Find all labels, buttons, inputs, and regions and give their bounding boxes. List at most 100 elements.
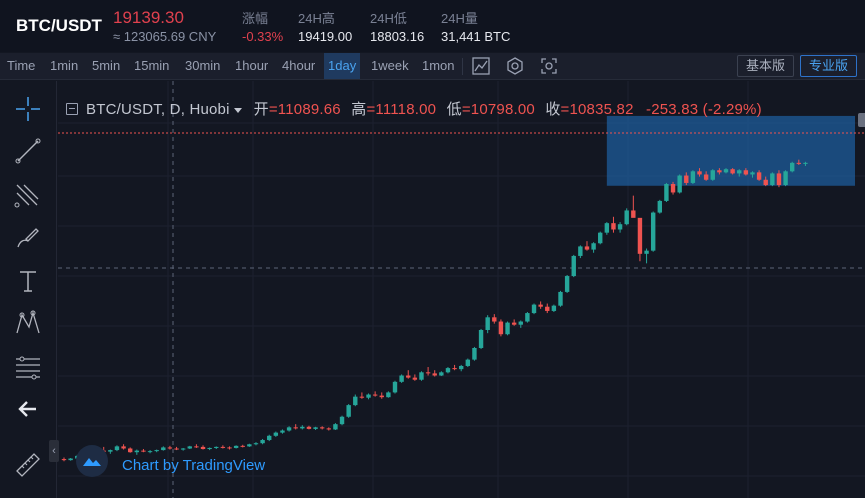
candle-body[interactable] (445, 368, 451, 373)
candle-body[interactable] (128, 448, 133, 453)
candlestick-chart[interactable] (58, 81, 865, 498)
candle-body[interactable] (611, 223, 616, 230)
candle-body[interactable] (776, 173, 782, 186)
candle-body[interactable] (551, 305, 557, 311)
candle-body[interactable] (306, 426, 312, 429)
candle-body[interactable] (200, 446, 206, 450)
candle-body[interactable] (511, 322, 517, 325)
candle-body[interactable] (432, 373, 437, 376)
candle-body[interactable] (525, 313, 530, 322)
candle-body[interactable] (750, 172, 755, 175)
candle-body[interactable] (492, 317, 497, 322)
basic-version-button[interactable]: 基本版 (737, 55, 795, 77)
candle-body[interactable] (452, 368, 457, 370)
candle-body[interactable] (386, 392, 391, 398)
candle-body[interactable] (167, 447, 173, 449)
tf-1week[interactable]: 1week (371, 58, 409, 73)
candle-body[interactable] (240, 445, 245, 447)
candle-body[interactable] (545, 306, 550, 311)
candle-body[interactable] (247, 444, 252, 447)
tradingview-logo-icon[interactable] (76, 445, 108, 477)
candle-body[interactable] (114, 446, 120, 451)
candle-body[interactable] (339, 416, 345, 425)
back-arrow-icon[interactable] (12, 393, 44, 425)
candle-body[interactable] (207, 447, 212, 450)
selection-box[interactable] (606, 115, 855, 186)
scroll-handle[interactable] (858, 113, 865, 127)
text-tool-icon[interactable] (12, 265, 44, 297)
candle-body[interactable] (717, 170, 722, 173)
pro-version-button[interactable]: 专业版 (800, 55, 858, 77)
tf-1mon[interactable]: 1mon (422, 58, 455, 73)
candle-body[interactable] (406, 375, 411, 378)
candle-body[interactable] (353, 396, 358, 406)
candle-body[interactable] (379, 395, 384, 398)
candle-body[interactable] (425, 372, 431, 374)
candle-body[interactable] (372, 394, 378, 396)
chart-type-icon[interactable] (470, 55, 492, 77)
legend-title[interactable]: BTC/USDT, D, Huobi (86, 101, 230, 118)
candle-body[interactable] (187, 446, 192, 449)
candle-body[interactable] (214, 446, 219, 448)
candle-body[interactable] (697, 171, 702, 175)
candle-body[interactable] (624, 210, 629, 225)
candle-body[interactable] (710, 170, 715, 180)
candle-body[interactable] (690, 171, 696, 183)
candle-body[interactable] (286, 427, 292, 431)
collapse-legend-icon[interactable] (66, 103, 78, 115)
candle-body[interactable] (300, 426, 305, 429)
tradingview-credit[interactable]: Chart by TradingView (122, 457, 266, 474)
candle-body[interactable] (419, 372, 424, 380)
candle-body[interactable] (293, 427, 298, 429)
candle-body[interactable] (260, 440, 265, 444)
candle-body[interactable] (538, 304, 543, 307)
candle-body[interactable] (472, 347, 477, 360)
candle-body[interactable] (770, 173, 775, 186)
chart-area[interactable]: BTC/USDT, D, Huobi 开=11089.66 高=11118.00 … (58, 81, 865, 498)
candle-body[interactable] (743, 170, 749, 175)
candle-body[interactable] (61, 459, 67, 461)
candle-body[interactable] (273, 432, 279, 436)
candle-body[interactable] (591, 243, 596, 250)
candle-body[interactable] (366, 394, 371, 398)
candle-body[interactable] (763, 179, 768, 186)
candle-body[interactable] (790, 162, 795, 172)
tf-1day[interactable]: 1day (324, 53, 361, 79)
candle-body[interactable] (518, 321, 523, 325)
candle-body[interactable] (783, 171, 788, 186)
tf-time[interactable]: Time (7, 58, 36, 73)
screenshot-icon[interactable] (538, 55, 560, 77)
candle-body[interactable] (796, 162, 802, 164)
trend-line-icon[interactable] (12, 135, 44, 167)
brush-icon[interactable] (12, 221, 44, 253)
crosshair-icon[interactable] (12, 93, 44, 125)
candle-body[interactable] (684, 175, 689, 183)
candle-body[interactable] (392, 381, 398, 393)
candle-body[interactable] (578, 246, 583, 256)
ruler-icon[interactable] (12, 449, 44, 481)
candle-body[interactable] (267, 435, 272, 441)
candle-body[interactable] (141, 450, 146, 452)
candle-body[interactable] (326, 428, 331, 430)
candle-body[interactable] (478, 330, 484, 348)
candle-body[interactable] (359, 396, 365, 398)
candle-body[interactable] (220, 446, 226, 448)
candle-body[interactable] (703, 174, 709, 180)
chevron-down-icon[interactable] (233, 107, 242, 113)
tf-1min[interactable]: 1min (50, 58, 79, 73)
candle-body[interactable] (756, 172, 762, 180)
pitchfork-icon[interactable] (12, 179, 44, 211)
candle-body[interactable] (670, 184, 676, 193)
candle-body[interactable] (147, 451, 153, 453)
candle-body[interactable] (233, 445, 239, 448)
collapse-toolbar-icon[interactable]: ‹ (49, 440, 59, 462)
candle-body[interactable] (571, 255, 576, 277)
candle-body[interactable] (598, 232, 603, 244)
candle-body[interactable] (650, 212, 656, 251)
candle-body[interactable] (637, 217, 643, 254)
candle-body[interactable] (631, 210, 636, 218)
pattern-icon[interactable] (12, 307, 44, 339)
tf-15min[interactable]: 15min (134, 58, 170, 73)
candle-body[interactable] (319, 427, 325, 429)
candle-body[interactable] (346, 405, 351, 417)
